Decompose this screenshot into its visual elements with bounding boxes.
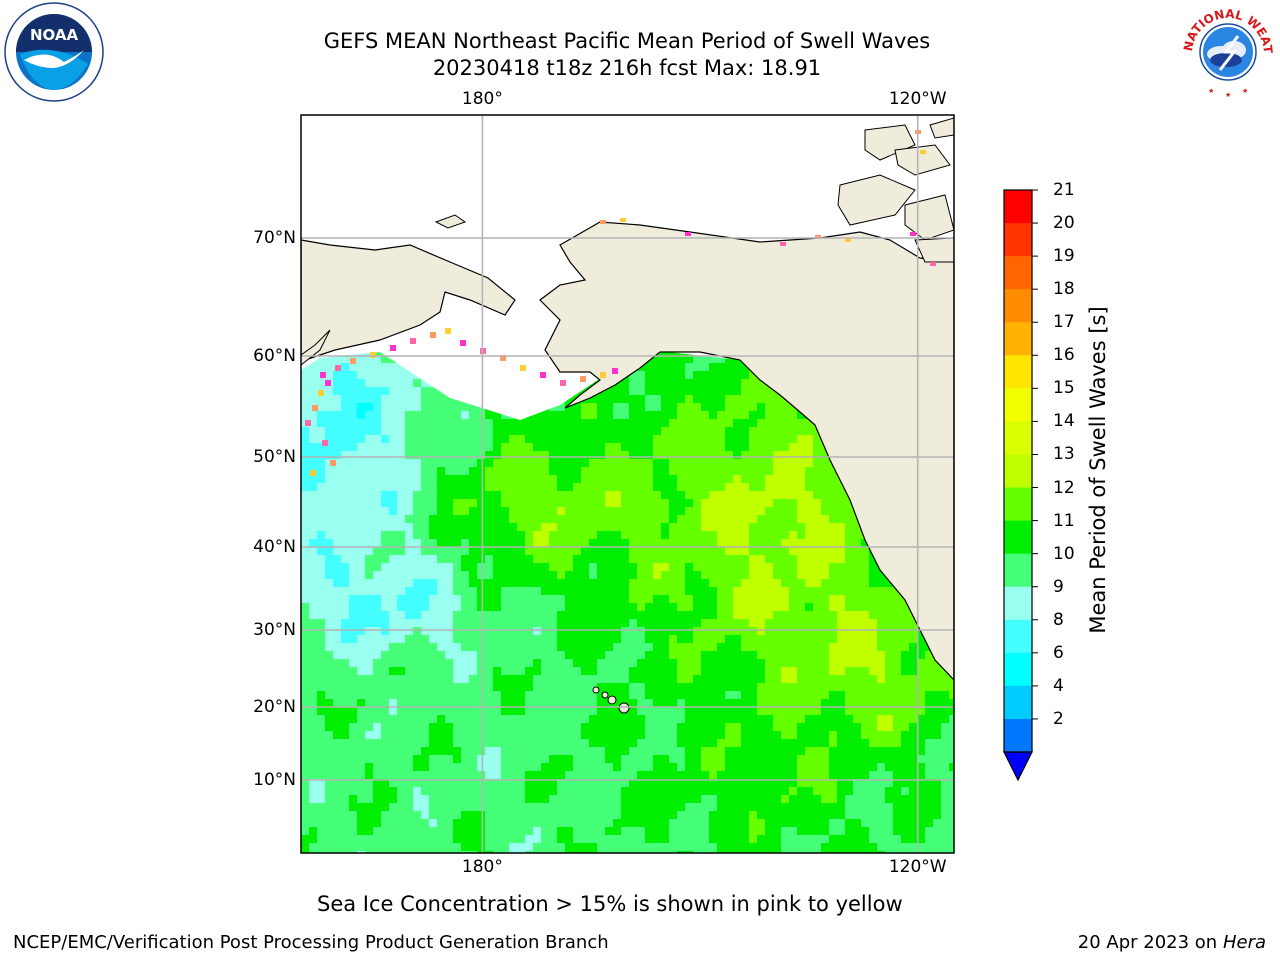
top-lon-label: 180°: [461, 89, 503, 109]
colorbar-tick-label: 11: [1053, 510, 1075, 531]
svg-text:★: ★: [1225, 91, 1231, 99]
svg-text:★: ★: [1242, 87, 1248, 95]
sea-ice-cell: [312, 405, 318, 411]
colorbar-tick-label: 6: [1053, 642, 1064, 663]
svg-text:★: ★: [1208, 87, 1214, 95]
colorbar-tick-label: 18: [1053, 279, 1075, 300]
sea-ice-cell: [310, 470, 316, 476]
sea-ice-cell: [580, 376, 586, 382]
sea-ice-cell: [460, 340, 466, 346]
colorbar-tick-label: 14: [1053, 411, 1075, 432]
sea-ice-cell: [780, 242, 786, 246]
sea-ice-cell: [325, 380, 331, 386]
lat-label: 10°N: [253, 770, 296, 790]
colorbar-tick-label: 13: [1053, 444, 1075, 465]
lat-label: 40°N: [253, 537, 296, 557]
sea-ice-cell: [920, 150, 926, 154]
footer-machine: Hera: [1222, 932, 1266, 953]
colorbar-label-text: Mean Period of Swell Waves [s]: [1086, 306, 1110, 634]
sea-ice-cell: [335, 365, 341, 371]
hawaii-island: [618, 702, 630, 714]
sea-ice-cell: [620, 218, 626, 222]
sea-ice-cell: [350, 358, 356, 364]
noaa-logo-icon: NOAA: [4, 2, 104, 102]
sea-ice-cell: [600, 372, 606, 378]
sea-ice-cell: [612, 368, 618, 374]
footer-credit: NCEP/EMC/Verification Post Processing Pr…: [13, 932, 609, 953]
colorbar-tick-label: 8: [1053, 609, 1064, 630]
graticule: [301, 115, 954, 853]
sea-ice-cell: [410, 338, 416, 344]
hawaii-island: [607, 695, 617, 705]
sea-ice-cell: [540, 372, 546, 378]
lat-label: 50°N: [253, 447, 296, 467]
sea-ice-cell: [445, 328, 451, 334]
colorbar-tick-label: 17: [1053, 312, 1075, 333]
sea-ice-cell: [910, 232, 916, 236]
sea-ice-cell: [370, 352, 376, 358]
sea-ice-cell: [520, 365, 526, 371]
sea-ice-cell: [685, 232, 691, 236]
arctic-island: [434, 214, 467, 229]
colorbar-tick-label: 4: [1053, 675, 1064, 696]
sea-ice-cell: [320, 372, 326, 378]
sea-ice-cell: [430, 332, 436, 338]
lat-label: 30°N: [253, 620, 296, 640]
arctic-island: [837, 174, 916, 226]
north-america-landmass: [539, 221, 954, 681]
noaa-logo: NOAA: [4, 2, 104, 102]
arctic-island: [929, 117, 954, 139]
sea-ice-cell: [815, 235, 821, 239]
colorbar-tick-label: 21: [1053, 180, 1075, 200]
colorbar-tick-label: 9: [1053, 576, 1064, 597]
colorbar-tick-label: 12: [1053, 477, 1075, 498]
colorbar-tick-label: 16: [1053, 345, 1075, 366]
sea-ice-cell: [500, 355, 506, 361]
sea-ice-note: Sea Ice Concentration > 15% is shown in …: [317, 892, 903, 916]
footer-date-text: 20 Apr 2023 on: [1077, 932, 1223, 953]
chart-title: GEFS MEAN Northeast Pacific Mean Period …: [323, 29, 931, 53]
asia-landmass: [301, 239, 516, 366]
arctic-island: [894, 144, 951, 176]
colorbar-tick-label: 15: [1053, 378, 1075, 399]
colorbar-tick-label: 19: [1053, 246, 1075, 267]
sea-ice-cell: [305, 420, 311, 426]
sea-ice-cell: [322, 440, 328, 446]
bottom-lon-label: 180°: [461, 857, 503, 877]
sea-ice-cell: [560, 380, 566, 386]
hawaii-island: [592, 686, 600, 694]
nws-logo: NATIONAL WEATHER SERVICE ★ ★ ★: [1173, 0, 1278, 100]
noaa-logo-text: NOAA: [30, 26, 79, 44]
top-lon-label: 120°W: [888, 89, 947, 109]
map-frame: [300, 114, 955, 854]
sea-ice-cell: [600, 220, 606, 224]
bottom-lon-label: 120°W: [888, 857, 947, 877]
lat-label: 70°N: [253, 228, 296, 248]
nws-logo-icon: NATIONAL WEATHER SERVICE ★ ★ ★: [1173, 0, 1276, 99]
lat-label: 20°N: [253, 697, 296, 717]
hawaii-island: [601, 691, 609, 699]
sea-ice-cell: [930, 262, 936, 266]
sea-ice-cell: [845, 238, 851, 242]
colorbar-tick-label: 10: [1053, 543, 1075, 564]
colorbar-tick-label: 20: [1053, 213, 1075, 234]
sea-ice-cell: [318, 390, 324, 396]
colorbar-tick-label: 2: [1053, 708, 1064, 729]
sea-ice-cell: [330, 460, 336, 466]
lat-label: 60°N: [253, 346, 296, 366]
sea-ice-cell: [390, 345, 396, 351]
footer-date: 20 Apr 2023 on Hera: [1078, 932, 1266, 954]
chart-subtitle: 20230418 t18z 216h fcst Max: 18.91: [432, 56, 822, 80]
